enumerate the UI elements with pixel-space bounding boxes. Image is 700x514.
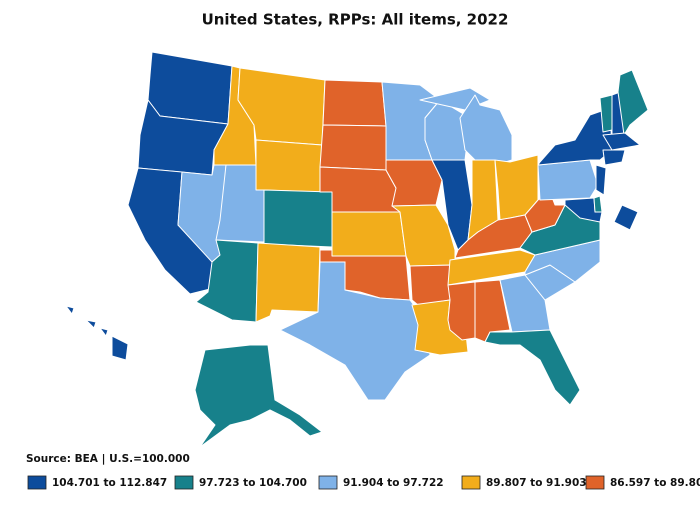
source-note: Source: BEA | U.S.=100.000 [26, 453, 190, 465]
state [85, 319, 97, 329]
state [279, 261, 431, 401]
legend-label: 86.597 to 89.806 [610, 477, 700, 489]
state [322, 79, 387, 127]
map-title: United States, RPPs: All items, 2022 [202, 11, 509, 29]
state [459, 94, 513, 166]
state [617, 69, 649, 136]
state [331, 211, 407, 257]
state [99, 327, 109, 337]
state [263, 189, 333, 248]
state [454, 214, 533, 259]
state [602, 132, 641, 151]
state [255, 139, 323, 193]
legend-label: 89.807 to 91.903 [486, 477, 587, 489]
legend-label: 91.904 to 97.722 [343, 477, 444, 489]
state [613, 204, 639, 231]
legend-swatch [318, 475, 338, 490]
state [447, 281, 476, 341]
state [147, 51, 233, 125]
state [537, 107, 613, 166]
state [194, 344, 323, 448]
states [65, 51, 649, 448]
legend-swatch [174, 475, 194, 490]
state [537, 159, 599, 201]
state [602, 149, 626, 166]
state [385, 159, 443, 207]
legend-swatch [27, 475, 47, 490]
state [595, 164, 607, 196]
state [593, 195, 603, 213]
legend-label: 97.723 to 104.700 [199, 477, 307, 489]
legend-label: 104.701 to 112.847 [52, 477, 167, 489]
state [319, 124, 387, 171]
state [137, 99, 229, 176]
state [65, 305, 75, 315]
legend-swatch [585, 475, 605, 490]
legend: 104.701 to 112.847 97.723 to 104.700 91.90… [27, 475, 700, 490]
legend-swatch [461, 475, 481, 490]
state [255, 242, 321, 323]
state [111, 335, 129, 361]
state [499, 274, 551, 333]
state [484, 329, 581, 406]
